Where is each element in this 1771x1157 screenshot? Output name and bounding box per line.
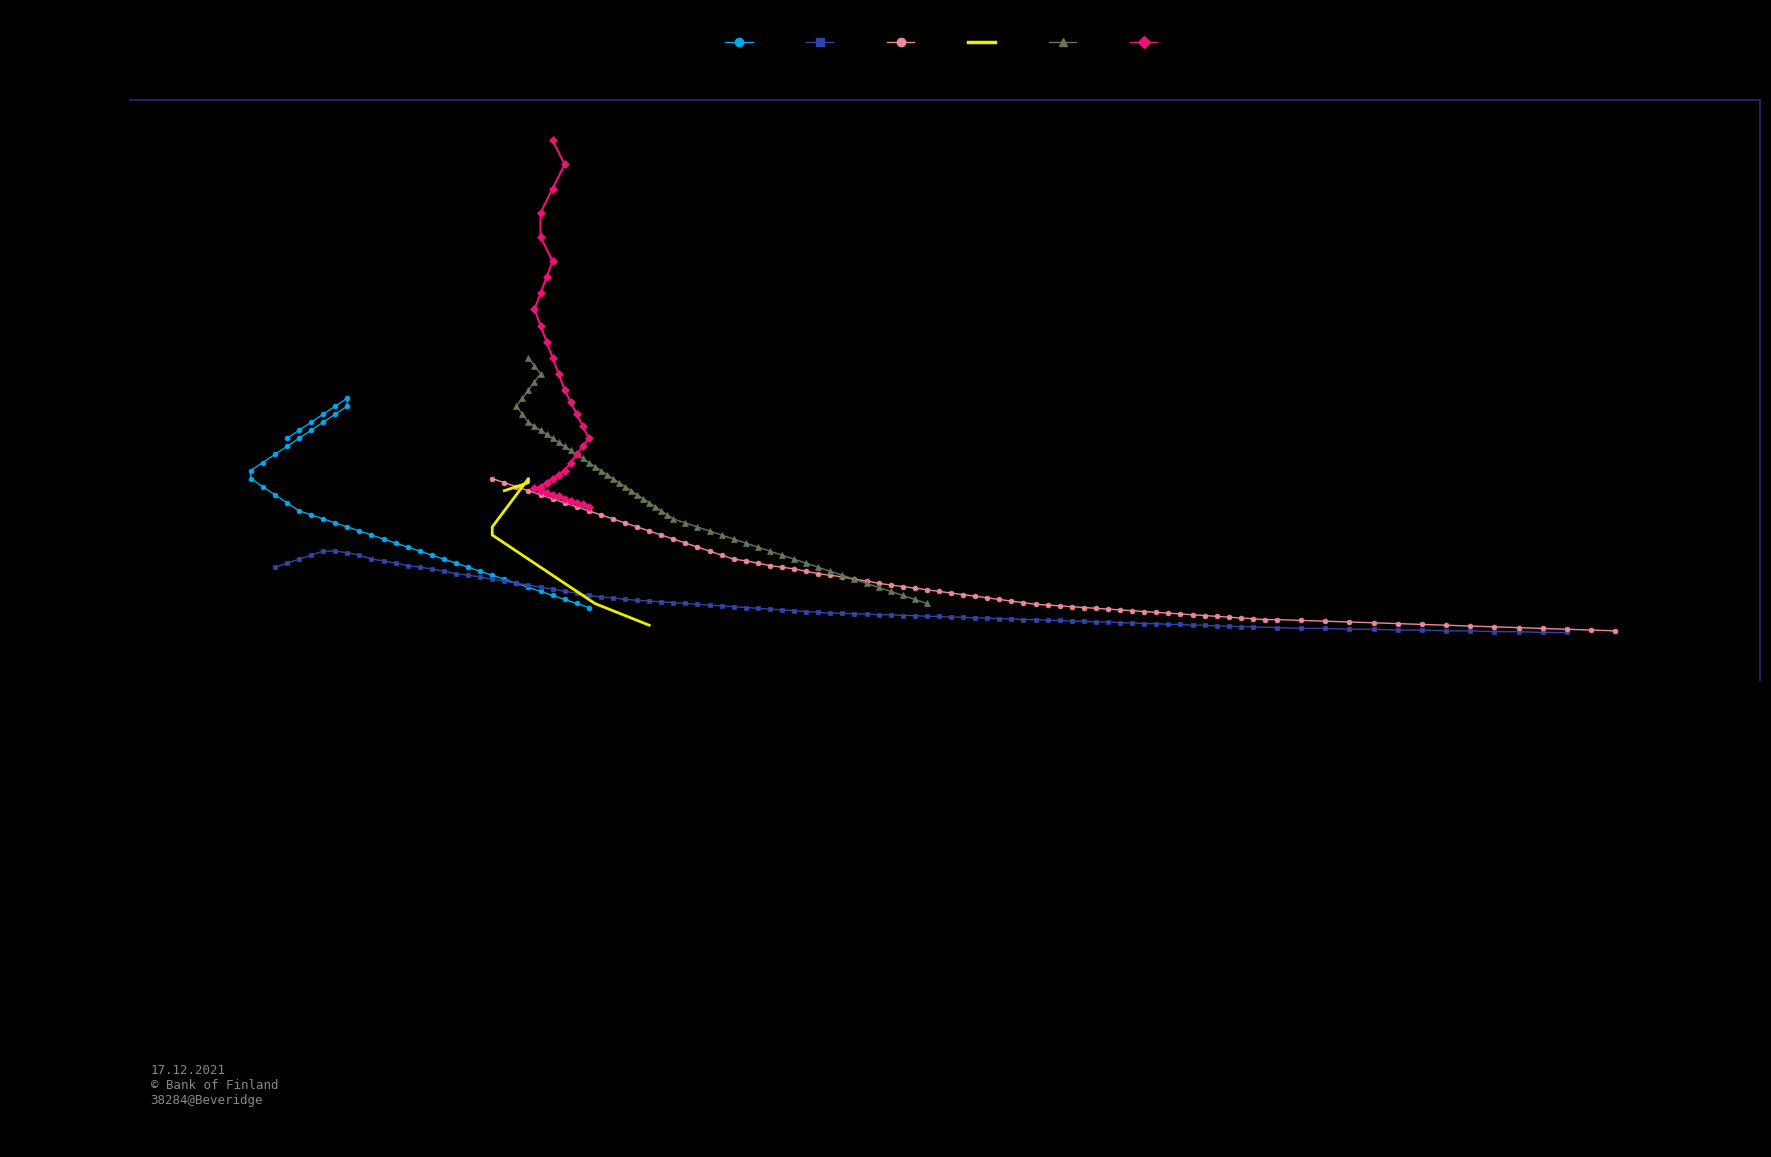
Text: 17.12.2021
© Bank of Finland
38284@Beveridge: 17.12.2021 © Bank of Finland 38284@Bever… xyxy=(151,1064,278,1107)
Legend: , , , , , : , , , , , xyxy=(719,30,1171,58)
